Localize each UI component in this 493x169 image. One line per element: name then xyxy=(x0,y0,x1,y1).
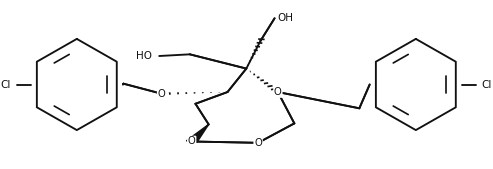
Text: O: O xyxy=(188,137,196,147)
Text: HO: HO xyxy=(136,51,152,61)
Text: O: O xyxy=(274,87,282,97)
Text: Cl: Cl xyxy=(0,79,11,90)
Text: O: O xyxy=(254,138,262,148)
Text: OH: OH xyxy=(277,13,293,23)
Polygon shape xyxy=(186,124,209,142)
Text: Cl: Cl xyxy=(482,79,492,90)
Text: O: O xyxy=(158,89,166,99)
